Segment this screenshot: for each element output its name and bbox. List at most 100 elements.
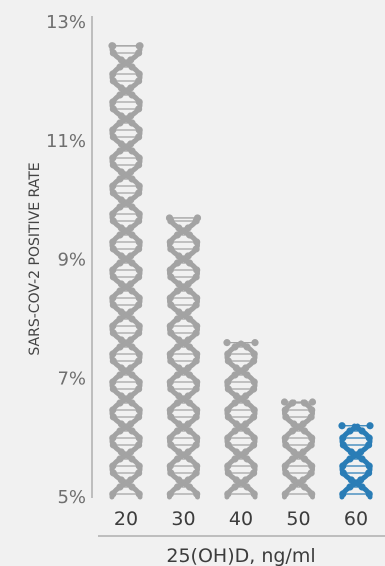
helix-node <box>109 105 117 113</box>
helix-node <box>251 339 259 347</box>
helix-node <box>109 161 117 169</box>
helix-node <box>224 378 232 386</box>
helix-node <box>135 210 143 218</box>
helix-node <box>242 364 250 372</box>
helix-node <box>167 245 175 253</box>
helix-node <box>192 357 200 365</box>
helix-node <box>117 336 125 344</box>
helix-node <box>109 245 117 253</box>
helix-node <box>127 420 135 428</box>
helix-node <box>109 329 117 337</box>
helix-node <box>175 280 183 288</box>
y-tick-label: 5% <box>57 487 86 508</box>
helix-node <box>109 182 117 190</box>
helix-node <box>250 490 258 498</box>
helix-node <box>135 105 143 113</box>
helix-node <box>128 91 136 99</box>
helix-node <box>116 399 124 407</box>
helix-node <box>281 462 289 470</box>
helix-node <box>167 469 175 477</box>
helix-node <box>117 476 125 484</box>
helix-node <box>232 420 240 428</box>
helix-node <box>184 476 192 484</box>
helix-node <box>300 427 309 435</box>
helix-node <box>231 483 239 491</box>
x-tick-label: 60 <box>344 508 368 530</box>
helix-node <box>135 266 143 274</box>
helix-node <box>167 441 175 449</box>
x-tick-label: 30 <box>171 508 195 530</box>
helix-node <box>185 399 194 407</box>
helix-node <box>184 336 192 344</box>
helix-node <box>166 462 174 470</box>
helix-node <box>128 315 136 323</box>
helix-node <box>128 63 136 71</box>
helix-node <box>109 413 117 421</box>
helix-node <box>339 469 347 477</box>
helix-node <box>135 350 143 358</box>
helix-node <box>358 427 366 435</box>
helix-node <box>300 399 309 407</box>
helix-node <box>116 483 124 491</box>
helix-node <box>127 112 135 120</box>
helix-node <box>338 422 346 430</box>
helix-node <box>109 301 117 309</box>
helix-node <box>166 378 174 386</box>
helix-node <box>173 315 182 323</box>
helix-strand <box>166 215 201 500</box>
helix-node <box>135 469 143 477</box>
helix-node <box>288 455 297 463</box>
helix-node <box>116 259 124 267</box>
helix-node <box>193 322 201 330</box>
helix-node <box>109 441 117 449</box>
helix-node <box>185 483 194 491</box>
helix-node <box>127 364 135 372</box>
helix-node <box>135 238 143 246</box>
helix-node <box>135 329 143 337</box>
y-axis-title: SARS-COV-2 POSITIVE RATE <box>27 162 43 355</box>
helix-node <box>242 448 250 456</box>
helix-node <box>250 434 258 442</box>
helix-node <box>193 462 201 470</box>
helix-node <box>135 77 143 85</box>
helix-node <box>346 455 354 463</box>
helix-node <box>173 455 182 463</box>
helix-node <box>128 399 136 407</box>
helix-node <box>184 252 192 260</box>
helix-node <box>135 273 143 281</box>
helix-node <box>117 112 125 120</box>
helix-node <box>135 189 143 197</box>
helix-node <box>250 462 258 470</box>
helix-node <box>109 385 117 393</box>
helix-node <box>116 371 124 379</box>
helix-node <box>127 196 135 204</box>
helix-node <box>117 252 125 260</box>
helix-node <box>135 133 143 141</box>
x-tick-label: 40 <box>229 508 253 530</box>
helix-node <box>307 469 315 477</box>
helix-node <box>166 490 174 498</box>
helix-node <box>116 175 124 183</box>
helix-node <box>173 231 182 239</box>
helix-node <box>308 398 317 406</box>
helix-node <box>108 42 116 50</box>
helix-node <box>128 203 136 211</box>
helix-node <box>308 462 316 470</box>
helix-node <box>282 413 290 421</box>
helix-node <box>288 399 297 407</box>
x-ticks: 20 30 40 50 60 <box>114 508 368 530</box>
helix-node <box>290 448 298 456</box>
helix-node <box>184 448 192 456</box>
helix-node <box>192 329 200 337</box>
helix-node <box>192 413 200 421</box>
helix-node <box>116 91 124 99</box>
helix-node <box>109 434 117 442</box>
helix-node <box>250 385 258 393</box>
helix-node <box>127 308 135 316</box>
helix-node <box>135 434 143 442</box>
helix-node <box>250 441 258 449</box>
bar-40 <box>223 339 259 500</box>
helix-node <box>290 476 298 484</box>
helix-node <box>192 301 200 309</box>
helix-node <box>250 350 258 358</box>
